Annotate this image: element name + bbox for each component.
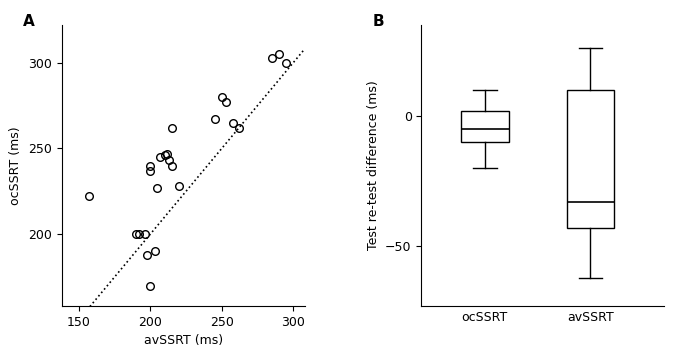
PathPatch shape <box>566 90 614 228</box>
PathPatch shape <box>461 111 508 142</box>
Y-axis label: Test re-test difference (ms): Test re-test difference (ms) <box>366 81 379 250</box>
Text: B: B <box>373 14 384 29</box>
Y-axis label: ocSSRT (ms): ocSSRT (ms) <box>10 126 23 205</box>
X-axis label: avSSRT (ms): avSSRT (ms) <box>144 334 223 347</box>
Text: A: A <box>23 14 34 29</box>
